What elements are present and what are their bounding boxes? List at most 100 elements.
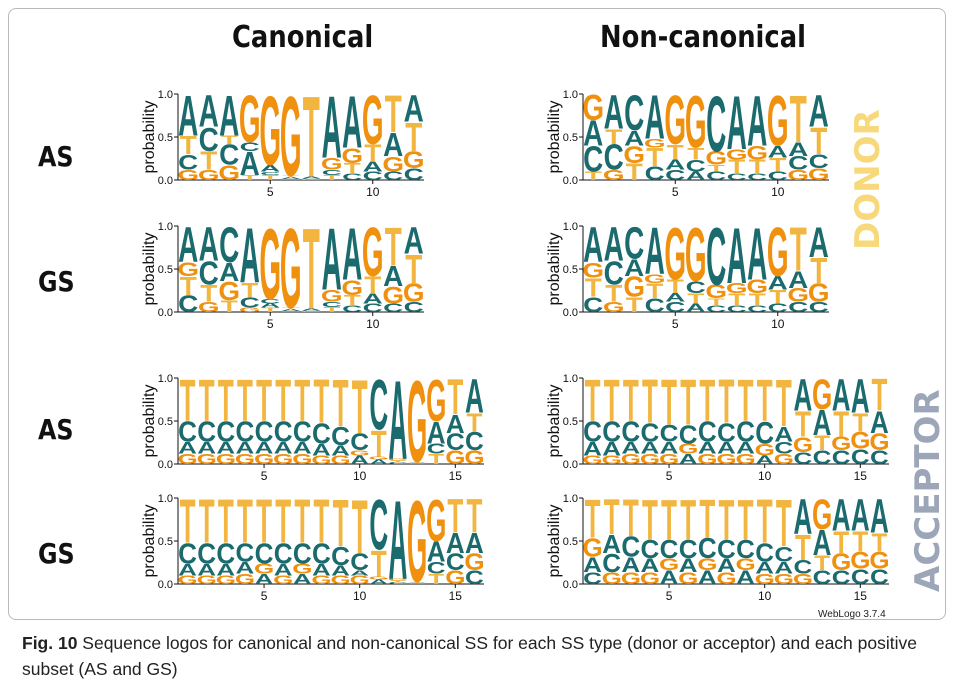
y-tick-label: 0.5 [563, 264, 578, 276]
logo-letter-T: T [646, 279, 663, 303]
logo-letter-T: T [428, 452, 444, 468]
logo-letter-C: C [768, 169, 788, 182]
logo-letter-A: A [727, 211, 747, 300]
logo-letter-A: A [350, 454, 369, 467]
logo-letter-G: G [735, 452, 755, 468]
logo-letter-A: A [389, 478, 408, 603]
logo-letter-G: G [197, 452, 217, 468]
logo-letter-A: A [698, 438, 717, 457]
logo-letter-T: T [275, 488, 291, 557]
logo-letter-G: G [793, 433, 813, 457]
y-tick-label: 1.0 [158, 89, 173, 101]
logo-letter-G: G [678, 441, 698, 457]
logo-letter-T: T [769, 155, 787, 177]
logo-letter-C: C [660, 421, 679, 448]
logo-letter-T: T [333, 486, 349, 561]
logo-letter-G: G [177, 167, 199, 183]
logo-letter-A: A [178, 216, 198, 273]
logo-letter-G: G [623, 141, 645, 169]
logo-letter-A: A [293, 572, 312, 588]
logo-letter-C: C [736, 415, 755, 447]
logo-letter-A: A [219, 83, 239, 148]
logo-letter-C: C [350, 549, 369, 576]
logo-letter-C: C [331, 541, 350, 571]
logo-letter-T: T [262, 307, 280, 314]
logo-letter-C: C [794, 449, 813, 468]
logo-letter-A: A [809, 218, 829, 267]
logo-letter-C: C [774, 438, 793, 457]
y-tick-label: 1.0 [563, 373, 578, 385]
logo-letter-G: G [407, 357, 427, 487]
logo-letter-A: A [870, 490, 889, 543]
logo-letter-G: G [746, 143, 768, 165]
logo-letter-C: C [236, 538, 255, 568]
logo-letter-C: C [717, 534, 736, 564]
logo-letter-T: T [352, 485, 368, 571]
x-tick-label: 10 [771, 185, 785, 199]
logo-letter-T: T [776, 486, 792, 561]
y-axis-label: probability [546, 505, 563, 578]
logo-letter-T: T [814, 431, 830, 455]
logo-letter-C: C [301, 178, 321, 179]
logo-letter-A: A [342, 212, 362, 295]
logo-letter-A: A [178, 438, 197, 457]
logo-letter-G: G [330, 574, 350, 587]
logo-letter-G: G [774, 572, 794, 588]
logo-letter-G: G [259, 208, 281, 321]
logo-letter-T: T [749, 290, 766, 309]
logo-letter-G: G [697, 555, 717, 574]
logo-letter-A: A [583, 113, 603, 153]
logo-letter-A: A [747, 212, 767, 295]
logo-letter-G: G [726, 280, 748, 296]
y-axis-label: probability [141, 233, 158, 306]
logo-letter-T: T [585, 367, 601, 434]
weblogo-version: WebLogo 3.7.4 [818, 609, 886, 620]
logo-letter-C: C [870, 565, 889, 589]
logo-letter-C: C [197, 537, 216, 569]
logo-letter-C: C [809, 299, 829, 315]
logo-letter-T: T [738, 489, 754, 552]
logo-letter-C: C [383, 301, 403, 314]
caption-text: Sequence logos for canonical and non-can… [22, 633, 917, 679]
logo-letter-A: A [621, 438, 640, 457]
logo-letter-C: C [389, 462, 408, 465]
row-label-acceptor-gs: GS [38, 537, 75, 570]
logo-letter-C: C [240, 140, 260, 153]
logo-letter-T: T [241, 278, 258, 302]
logo-letter-T: T [871, 370, 887, 420]
logo-letter-C: C [686, 156, 706, 175]
logo-letter-A: A [809, 86, 829, 137]
logo-letter-T: T [769, 287, 787, 309]
x-tick-label: 15 [449, 589, 463, 603]
logo-letter-G: G [774, 452, 794, 468]
logo-letter-G: G [218, 276, 240, 306]
logo-letter-T: T [200, 145, 218, 175]
logo-letter-A: A [717, 554, 736, 576]
logo-letter-T: T [814, 551, 830, 575]
logo-letter-A: A [199, 86, 219, 137]
y-tick-label: 0.0 [158, 579, 173, 591]
logo-letter-T: T [623, 488, 639, 548]
logo-letter-G: G [640, 452, 660, 468]
logo-letter-A: A [788, 139, 808, 161]
logo-letter-T: T [718, 489, 734, 552]
logo-letter-T: T [687, 144, 704, 163]
logo-letter-C: C [706, 211, 726, 302]
logo-letter-A: A [216, 438, 235, 457]
logo-letter-A: A [369, 459, 388, 466]
y-tick-label: 1.0 [158, 373, 173, 385]
logo-letter-G: G [235, 452, 255, 468]
logo-letter-C: C [665, 167, 685, 183]
logo-letter-T: T [200, 280, 217, 308]
figure-caption: Fig. 10 Sequence logos for canonical and… [22, 630, 937, 682]
logo-letter-G: G [602, 454, 622, 467]
logo-letter-C: C [706, 169, 726, 182]
y-tick-label: 1.0 [563, 89, 578, 101]
logo-letter-A: A [255, 572, 274, 588]
x-tick-label: 10 [771, 317, 785, 331]
logo-letter-G: G [685, 80, 707, 163]
logo-letter-C: C [255, 415, 274, 447]
logo-letter-A: A [408, 461, 427, 462]
x-tick-label: 15 [854, 469, 868, 483]
